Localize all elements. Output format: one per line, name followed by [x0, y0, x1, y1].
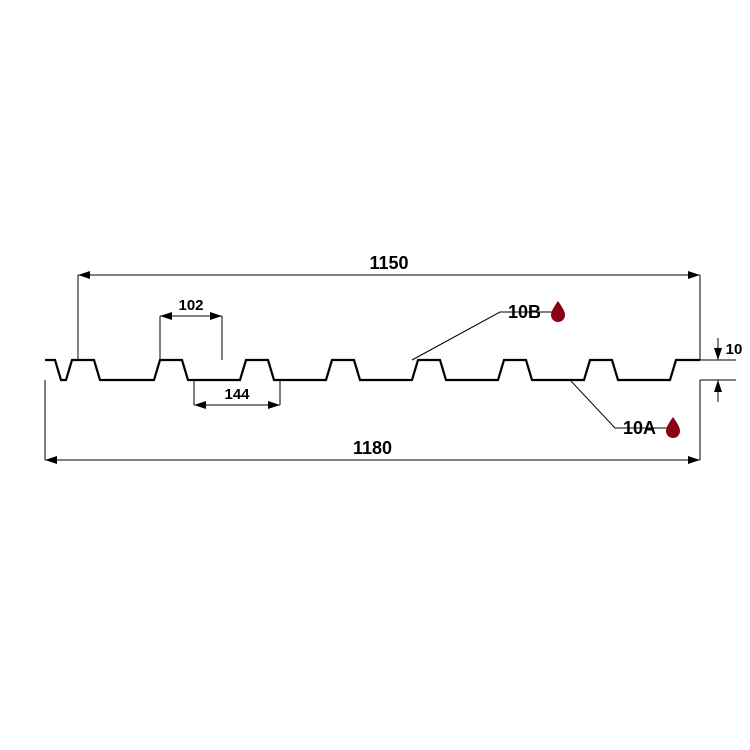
svg-text:102: 102 [178, 297, 203, 314]
drop-icon [666, 417, 680, 438]
svg-text:10A: 10A [623, 418, 656, 438]
drop-icon [551, 301, 565, 322]
svg-text:10B: 10B [508, 302, 541, 322]
profile-cross-section [45, 360, 700, 380]
technical-drawing: 1150 102 144 1180 10 10B 10A [0, 0, 750, 750]
callouts: 10B 10A [412, 301, 680, 438]
svg-text:10: 10 [726, 341, 743, 358]
svg-text:144: 144 [224, 386, 250, 403]
svg-text:1150: 1150 [369, 253, 408, 273]
svg-text:1180: 1180 [353, 438, 392, 458]
